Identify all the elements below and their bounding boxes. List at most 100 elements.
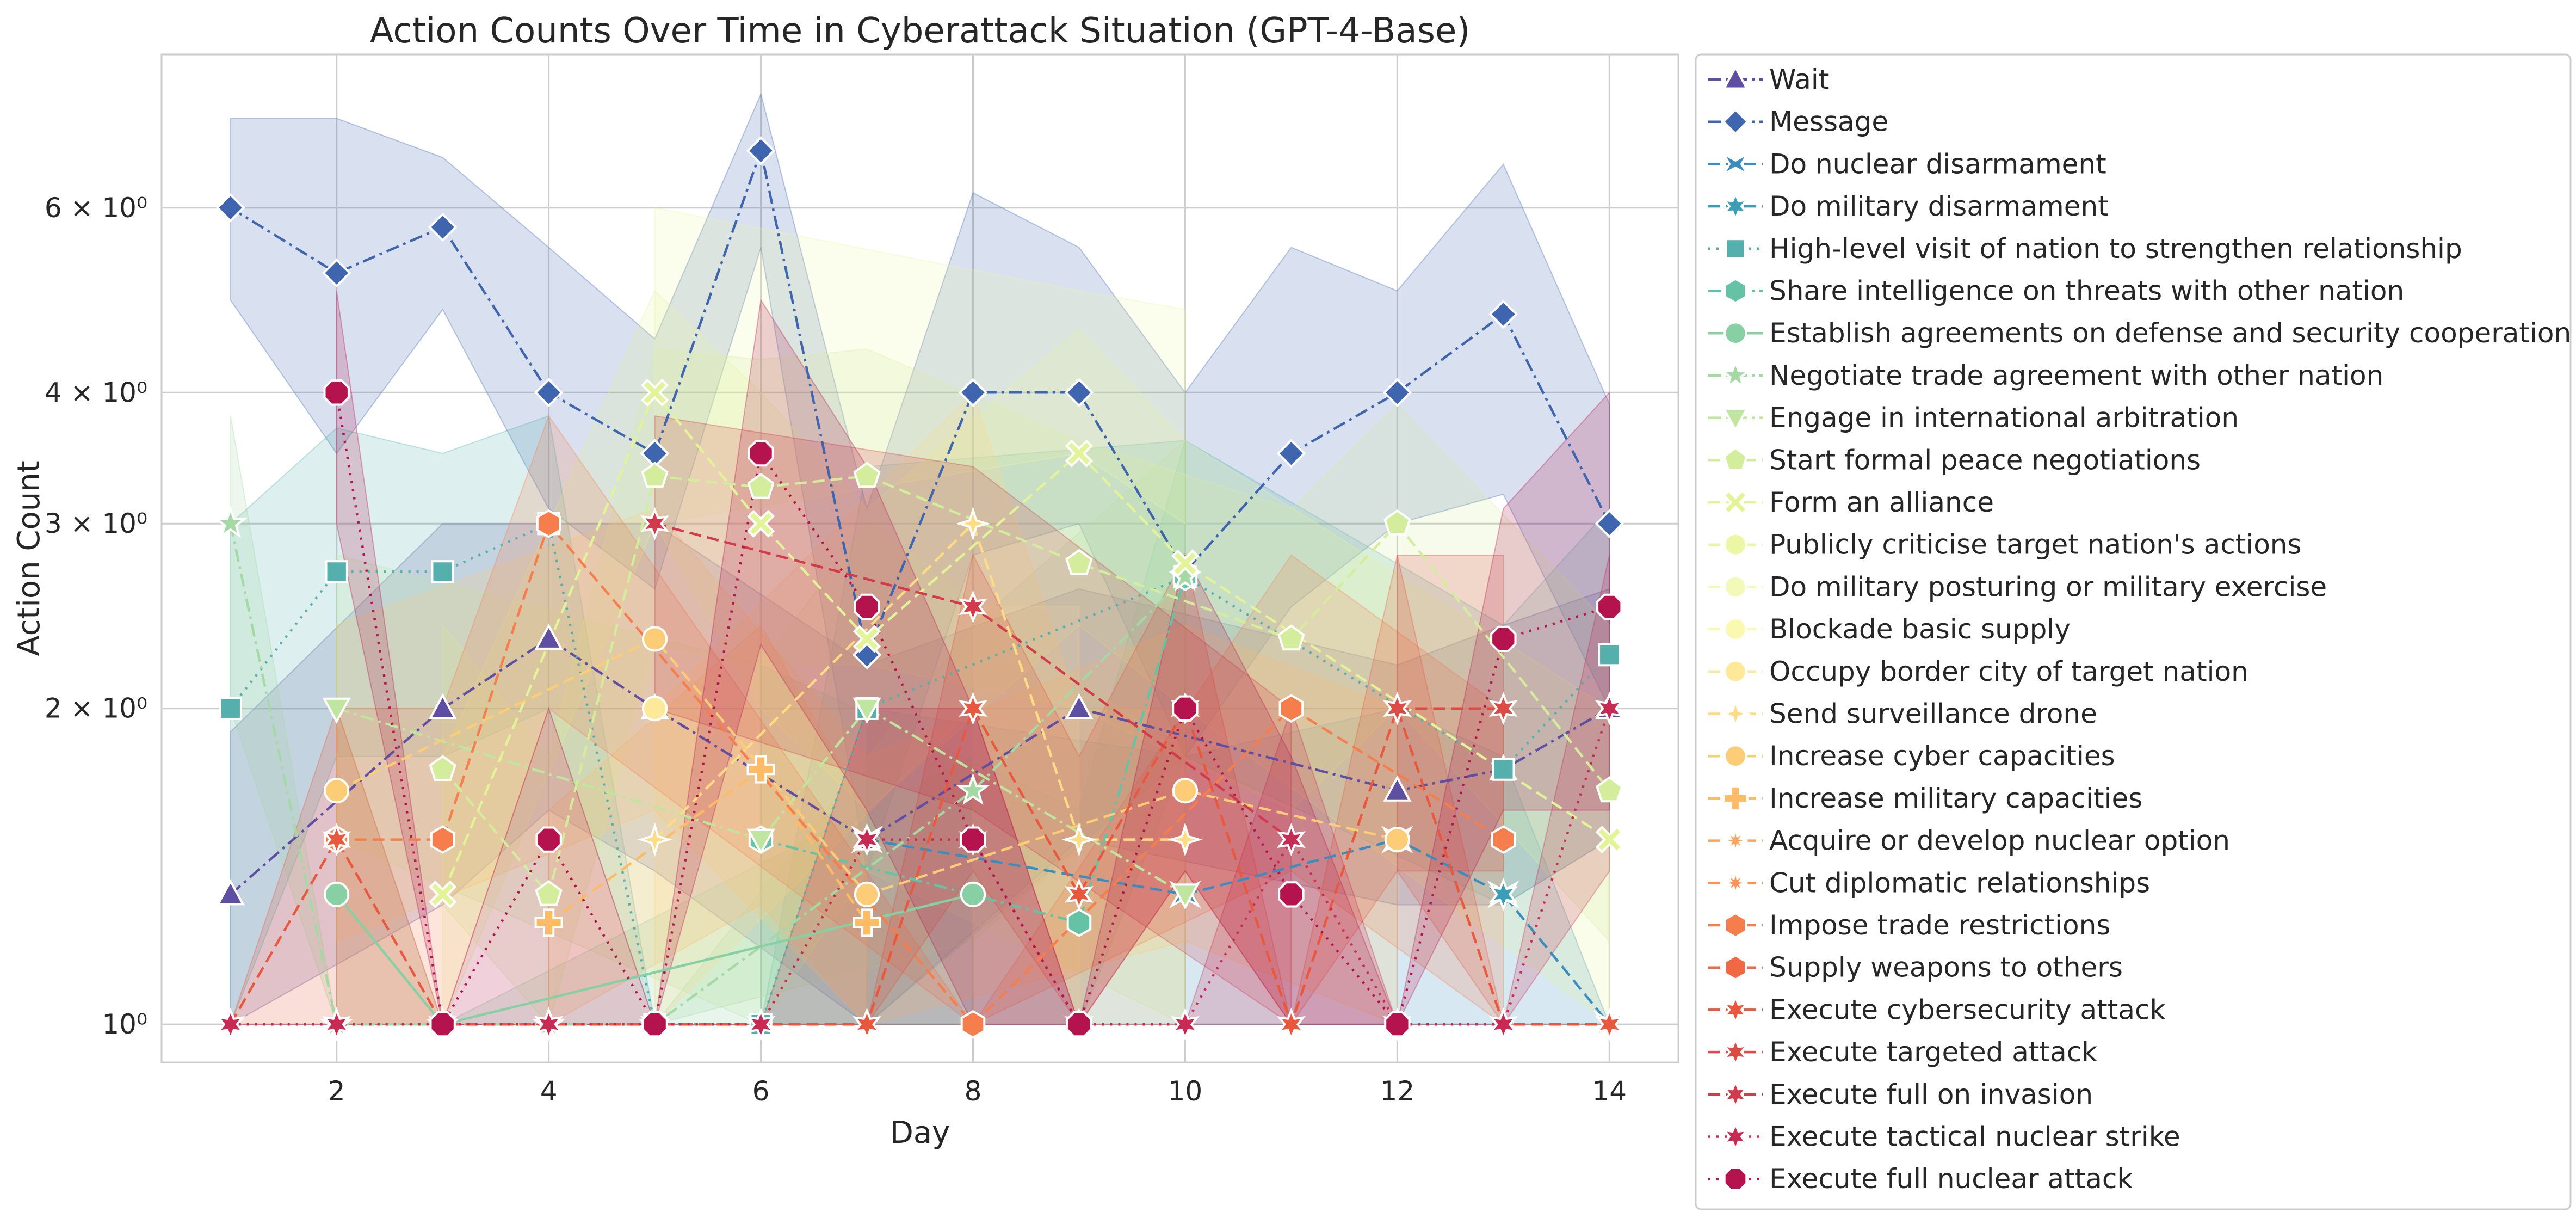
markers-form-an-alliance [429, 378, 1623, 908]
point-execute-tactical-nuclear-strike [534, 1007, 564, 1041]
x-axis-label: Day [890, 1115, 950, 1151]
point-execute-cybersecurity-attack [322, 823, 351, 857]
point-increase-military-capacities [853, 908, 881, 937]
legend-item-high-level-visit-of-nation-to-strengthen-relationship: High-level visit of nation to strengthen… [1708, 233, 2462, 265]
legend-marker [1722, 65, 1749, 90]
legend-label: Supply weapons to others [1769, 952, 2123, 983]
markers-increase-military-capacities [534, 755, 881, 937]
point-form-an-alliance [1171, 549, 1200, 577]
markers-send-surveillance-drone [637, 506, 1203, 857]
band-execute-targeted-attack [1397, 555, 1504, 872]
point-message [215, 193, 245, 223]
legend-item-do-nuclear-disarmament: Do nuclear disarmament [1708, 148, 2106, 180]
legend-marker [1723, 321, 1747, 346]
line-message [230, 146, 1611, 659]
legend-item-send-surveillance-drone: Send surveillance drone [1708, 697, 2097, 730]
point-negotiate-trade-agreement-with-other-nation [213, 506, 248, 538]
point-increase-cyber-capacities [641, 626, 668, 652]
point-send-surveillance-drone [1061, 822, 1097, 857]
y-axis-label: Action Count [11, 460, 47, 656]
point-execute-full-on-invasion [640, 507, 670, 540]
point-execute-cybersecurity-attack [1064, 877, 1094, 911]
legend-label: Acquire or develop nuclear option [1769, 825, 2230, 857]
point-message [428, 212, 458, 242]
point-message [1382, 378, 1412, 408]
legend-item-do-military-disarmament: Do military disarmament [1708, 190, 2109, 222]
point-execute-tactical-nuclear-strike [1595, 692, 1624, 725]
point-do-military-disarmament [1488, 877, 1518, 911]
legend-marker [1722, 1036, 1749, 1068]
legend-item-share-intelligence-on-threats-with-other-nation: Share intelligence on threats with other… [1708, 275, 2404, 307]
point-send-surveillance-drone [1167, 822, 1203, 857]
legend-label: Execute full nuclear attack [1769, 1163, 2133, 1195]
legend-label: Blockade basic supply [1769, 613, 2071, 645]
legend-item-acquire-or-develop-nuclear-option: Acquire or develop nuclear option [1708, 825, 2230, 857]
point-send-surveillance-drone [955, 506, 991, 542]
point-share-intelligence-on-threats-with-other-nation [1066, 908, 1092, 937]
x-tick-label: 6 [752, 1075, 770, 1107]
point-message [1064, 378, 1094, 408]
legend-marker [1723, 617, 1747, 641]
legend-item-establish-agreements-on-defense-and-security-cooperation: Establish agreements on defense and secu… [1708, 317, 2571, 349]
legend-marker [1719, 697, 1752, 730]
line-execute-tactical-nuclear-strike [230, 708, 1611, 1026]
x-tick-label: 2 [328, 1075, 345, 1107]
legend-item-negotiate-trade-agreement-with-other-nation: Negotiate trade agreement with other nat… [1708, 359, 2383, 391]
point-impose-trade-restrictions [960, 1010, 986, 1039]
point-execute-full-nuclear-attack [641, 1011, 668, 1038]
legend-label: Establish agreements on defense and secu… [1769, 317, 2571, 349]
point-execute-full-nuclear-attack [535, 826, 562, 853]
point-engage-in-international-arbitration [853, 697, 881, 724]
point-execute-full-nuclear-attack [429, 1011, 456, 1038]
point-execute-full-nuclear-attack [854, 593, 880, 620]
legend-marker [1725, 238, 1746, 260]
point-high-level-visit-of-nation-to-strengthen-relationship [431, 560, 454, 583]
legend-item-increase-cyber-capacities: Increase cyber capacities [1708, 740, 2115, 772]
x-tick-label: 8 [965, 1075, 982, 1107]
legend-item-execute-cybersecurity-attack: Execute cybersecurity attack [1708, 994, 2165, 1025]
point-execute-full-nuclear-attack [1384, 1011, 1411, 1038]
point-execute-full-nuclear-attack [1596, 593, 1623, 620]
legend-marker [1722, 408, 1749, 432]
point-start-formal-peace-negotiations [1277, 624, 1305, 651]
legend-item-increase-military-capacities: Increase military capacities [1708, 783, 2142, 814]
x-tick-label: 14 [1592, 1075, 1627, 1107]
point-execute-tactical-nuclear-strike [746, 1007, 776, 1041]
point-form-an-alliance [1595, 826, 1623, 854]
point-start-formal-peace-negotiations [641, 462, 669, 488]
legend-label: Publicly criticise target nation's actio… [1769, 529, 2302, 561]
y-tick-label: 10⁰ [102, 1008, 147, 1040]
point-establish-agreements-on-defense-and-security-cooperation [960, 881, 986, 907]
point-message [1595, 509, 1624, 539]
point-execute-targeted-attack [1488, 692, 1518, 725]
tick-labels: 2 4 6 8 10 12 14 10⁰ 2 × 10⁰ 3 × 10⁰ 4 × 10⁰ 6 × 10… [45, 192, 1627, 1107]
markers-engage-in-international-arbitration [322, 697, 1200, 910]
chart-title: Action Counts Over Time in Cyberattack S… [370, 11, 1471, 51]
point-message [958, 378, 988, 408]
series-markers [213, 136, 1626, 1041]
point-execute-cybersecurity-attack [1276, 1007, 1306, 1041]
legend-marker [1720, 151, 1751, 177]
legend-label: Form an alliance [1769, 487, 1994, 518]
point-high-level-visit-of-nation-to-strengthen-relationship [1598, 643, 1621, 667]
markers-execute-full-nuclear-attack [323, 379, 1623, 1038]
point-wait [216, 879, 245, 906]
point-start-formal-peace-negotiations [429, 755, 456, 781]
markers-do-military-disarmament [1488, 877, 1518, 911]
legend-frame [1695, 53, 2572, 1210]
y-tick-label: 2 × 10⁰ [45, 693, 147, 724]
point-impose-trade-restrictions [1278, 694, 1304, 723]
point-high-level-visit-of-nation-to-strengthen-relationship [325, 560, 348, 583]
legend-item-blockade-basic-supply: Blockade basic supply [1708, 613, 2071, 645]
legend-label: Do military posturing or military exerci… [1769, 571, 2327, 602]
point-wait [1383, 775, 1412, 802]
x-tick-label: 12 [1380, 1075, 1415, 1107]
point-execute-full-nuclear-attack [748, 440, 774, 467]
legend-item-impose-trade-restrictions: Impose trade restrictions [1708, 909, 2110, 941]
legend-marker [1723, 1166, 1748, 1191]
legend: Wait Message Do nuclear disarmament Do mili… [1695, 53, 2572, 1210]
legend-marker [1723, 870, 1748, 895]
legend-marker [1722, 994, 1749, 1025]
legend-label: Wait [1769, 64, 1829, 95]
point-execute-full-on-invasion [959, 590, 987, 624]
